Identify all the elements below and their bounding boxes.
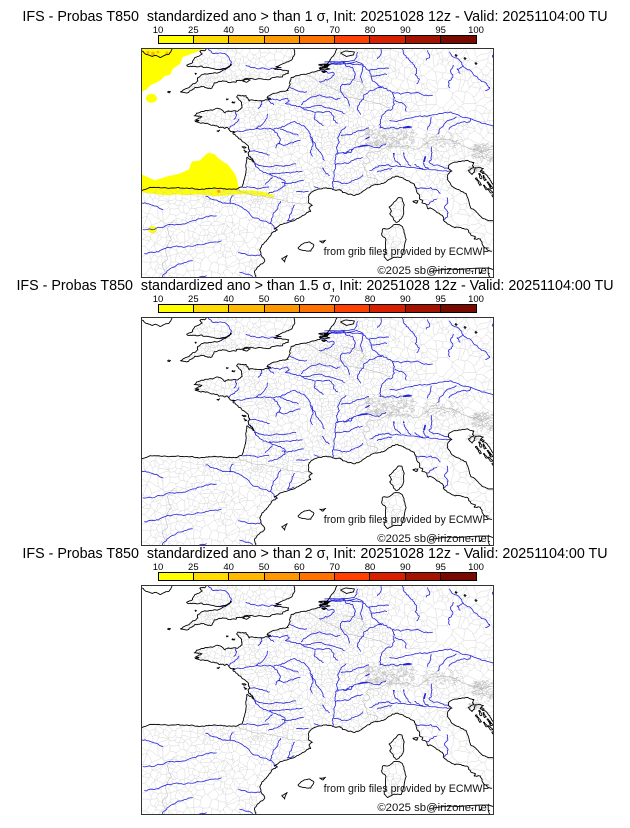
svg-text:©2025 sb@irizone.net: ©2025 sb@irizone.net [377, 265, 491, 277]
svg-text:from grib files provided by EC: from grib files provided by ECMWF [324, 246, 490, 258]
